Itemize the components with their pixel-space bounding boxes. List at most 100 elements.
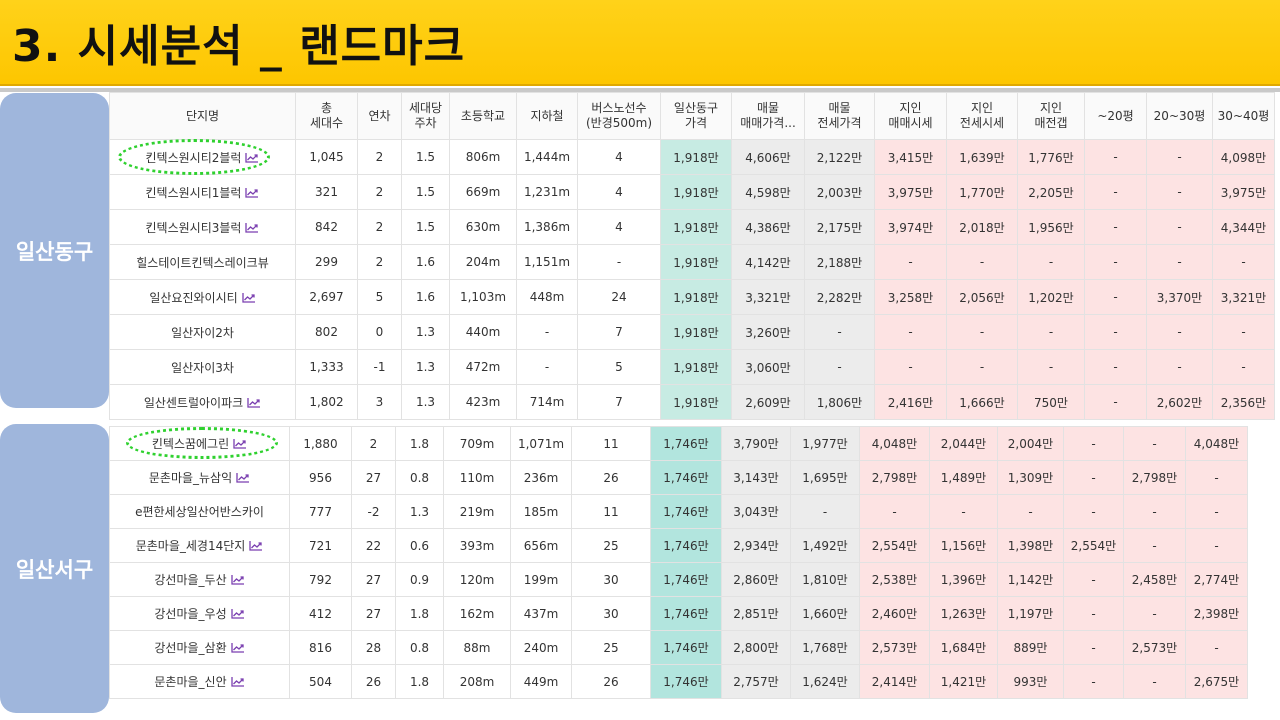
complex-name-cell[interactable]: 일산요진와이시티: [109, 279, 296, 315]
complex-name-cell[interactable]: 문촌마을_뉴삼익: [109, 460, 290, 495]
table-row[interactable]: e편한세상일산어반스카이 777 -2 1.3 219m 185m 11 1,746만 3,04…: [109, 494, 1248, 529]
complex-name-cell[interactable]: 킨텍스원시티3블럭: [109, 209, 296, 245]
table-row[interactable]: 강선마을_삼환 816 28 0.8 88m 240m 25 1,746만 2,800만 1,76…: [109, 630, 1248, 665]
cell-listing-jeonse: 2,122만: [804, 139, 875, 175]
table-row[interactable]: 일산자이3차 1,333 -1 1.3 472m - 5 1,918만 3,060만 - - - - - -…: [109, 349, 1275, 385]
cell-20to30: -: [1123, 664, 1186, 699]
header-under20[interactable]: ~20평: [1084, 92, 1147, 140]
header-age[interactable]: 연차: [357, 92, 402, 140]
cell-value: -: [1214, 470, 1219, 485]
cell-parking: 1.5: [401, 209, 450, 245]
cell-value: 714m: [529, 395, 565, 409]
complex-name-cell[interactable]: 일산자이2차: [109, 314, 296, 350]
complex-name-cell[interactable]: 문촌마을_신안: [109, 664, 290, 699]
cell-30to40: 2,774만: [1185, 562, 1248, 597]
complex-name-cell[interactable]: 일산센트럴아이파크: [109, 384, 296, 420]
cell-listing-sale: 2,609만: [731, 384, 805, 420]
trend-chart-icon[interactable]: [245, 222, 259, 233]
cell-value: -: [1241, 360, 1246, 374]
header-text: 지인: [899, 101, 922, 115]
table-row[interactable]: 킨텍스꿈에그린 1,880 2 1.8 709m 1,071m 11 1,746만 3,790만…: [109, 426, 1248, 461]
header-jiin-jeonse[interactable]: 지인 전세시세: [946, 92, 1018, 140]
table-row[interactable]: 일산센트럴아이파크 1,802 3 1.3 423m 714m 7 1,918만 2,609만 1…: [109, 384, 1275, 420]
trend-chart-icon[interactable]: [230, 676, 245, 687]
cell-value: -: [544, 360, 550, 374]
cell-value: 448m: [529, 290, 565, 304]
header-20to30[interactable]: 20~30평: [1146, 92, 1213, 140]
cell-value: 2,851만: [733, 607, 779, 621]
table-row[interactable]: 킨텍스원시티3블럭 842 2 1.5 630m 1,386m 4 1,918만 4,386만 2…: [109, 209, 1275, 245]
table-row[interactable]: 강선마을_두산 792 27 0.9 120m 199m 30 1,746만 2,860만 1,8…: [109, 562, 1248, 597]
trend-chart-icon[interactable]: [236, 472, 250, 483]
trend-chart-icon[interactable]: [247, 397, 261, 408]
header-jiin-sale[interactable]: 지인 매매시세: [874, 92, 947, 140]
header-jiin-gap[interactable]: 지인 매전갭: [1017, 92, 1085, 140]
trend-chart-icon[interactable]: [249, 540, 263, 551]
cell-jiin-sale: 2,414만: [859, 664, 930, 699]
cell-value: 1,918만: [673, 360, 719, 375]
header-listing-jeonse[interactable]: 매물 전세가격: [804, 92, 875, 140]
header-name[interactable]: 단지명: [109, 92, 296, 140]
cell-under20: -: [1063, 426, 1124, 461]
table-row[interactable]: 문촌마을_신안 504 26 1.8 208m 449m 26 1,746만 2,757만 1,6…: [109, 664, 1248, 699]
table-row[interactable]: 일산요진와이시티 2,697 5 1.6 1,103m 448m 24 1,918만 3,321…: [109, 279, 1275, 315]
cell-school: 669m: [449, 174, 517, 210]
complex-name-cell[interactable]: 힐스테이트킨텍스레이크뷰: [109, 244, 296, 280]
cell-under20: -: [1084, 244, 1147, 280]
cell-20to30: -: [1146, 139, 1213, 175]
header-listing-sale[interactable]: 매물 매매가격...: [731, 92, 805, 140]
cell-subway: 1,386m: [516, 209, 578, 245]
cell-district-price: 1,746만: [650, 562, 722, 597]
cell-value: 889만: [1013, 641, 1048, 655]
table-row[interactable]: 문촌마을_세경14단지 721 22 0.6 393m 656m 25 1,746만 2,934…: [109, 528, 1248, 563]
trend-chart-icon[interactable]: [230, 608, 245, 619]
table-row[interactable]: 문촌마을_뉴삼익 956 27 0.8 110m 236m 26 1,746만 3,143만 1,…: [109, 460, 1248, 495]
cell-30to40: -: [1212, 314, 1275, 350]
cell-jiin-sale: 2,416만: [874, 384, 947, 420]
cell-district-price: 1,918만: [660, 244, 732, 280]
cell-value: 1,802: [309, 395, 344, 409]
header-district-price[interactable]: 일산동구 가격: [660, 92, 732, 140]
cell-under20: -: [1063, 596, 1124, 631]
cell-value: 1.8: [409, 436, 430, 451]
trend-chart-icon[interactable]: [242, 292, 256, 303]
complex-name-cell[interactable]: 강선마을_두산: [109, 562, 290, 597]
cell-value: 2: [375, 220, 384, 234]
table-row[interactable]: 강선마을_우성 412 27 1.8 162m 437m 30 1,746만 2,851만 1,6…: [109, 596, 1248, 631]
cell-value: -: [1113, 220, 1118, 234]
header-text: 세대당: [408, 101, 443, 115]
complex-name-cell[interactable]: 일산자이3차: [109, 349, 296, 385]
page-title: 3. 시세분석 _ 랜드마크: [12, 21, 466, 72]
complex-name-cell[interactable]: 문촌마을_세경14단지: [109, 528, 290, 563]
cell-value: 199m: [523, 572, 559, 587]
cell-under20: -: [1063, 460, 1124, 495]
cell-listing-sale: 3,043만: [721, 494, 791, 529]
header-households[interactable]: 총 세대수: [295, 92, 358, 140]
header-30to40[interactable]: 30~40평: [1212, 92, 1275, 140]
cell-value: 24: [611, 290, 627, 304]
cell-jiin-jeonse: 1,263만: [929, 596, 998, 631]
cell-value: 802: [315, 325, 338, 339]
table-row[interactable]: 일산자이2차 802 0 1.3 440m - 7 1,918만 3,260만 - - - - - - -: [109, 314, 1275, 350]
cell-value: 816: [309, 640, 332, 655]
complex-name-cell[interactable]: 킨텍스원시티1블럭: [109, 174, 296, 210]
trend-chart-icon[interactable]: [230, 642, 245, 653]
table-row[interactable]: 힐스테이트킨텍스레이크뷰 299 2 1.6 204m 1,151m - 1,918만 4,14…: [109, 244, 1275, 280]
trend-chart-icon[interactable]: [245, 187, 259, 198]
header-parking[interactable]: 세대당 주차: [401, 92, 450, 140]
header-school[interactable]: 초등학교: [449, 92, 517, 140]
cell-20to30: 2,602만: [1146, 384, 1213, 420]
complex-name-cell[interactable]: e편한세상일산어반스카이: [109, 494, 290, 529]
cell-bus: 11: [571, 426, 651, 461]
complex-name-cell[interactable]: 강선마을_삼환: [109, 630, 290, 665]
table-row[interactable]: 킨텍스원시티2블럭 1,045 2 1.5 806m 1,444m 4 1,918만 4,606…: [109, 139, 1275, 175]
complex-name: e편한세상일산어반스카이: [135, 505, 264, 519]
cell-30to40: -: [1185, 630, 1248, 665]
cell-value: -: [908, 360, 913, 374]
complex-name-cell[interactable]: 강선마을_우성: [109, 596, 290, 631]
header-bus[interactable]: 버스노선수 (반경500m): [577, 92, 661, 140]
trend-chart-icon[interactable]: [230, 574, 245, 585]
cell-age: -1: [357, 349, 402, 385]
header-subway[interactable]: 지하철: [516, 92, 578, 140]
table-row[interactable]: 킨텍스원시티1블럭 321 2 1.5 669m 1,231m 4 1,918만 4,598만 2…: [109, 174, 1275, 210]
